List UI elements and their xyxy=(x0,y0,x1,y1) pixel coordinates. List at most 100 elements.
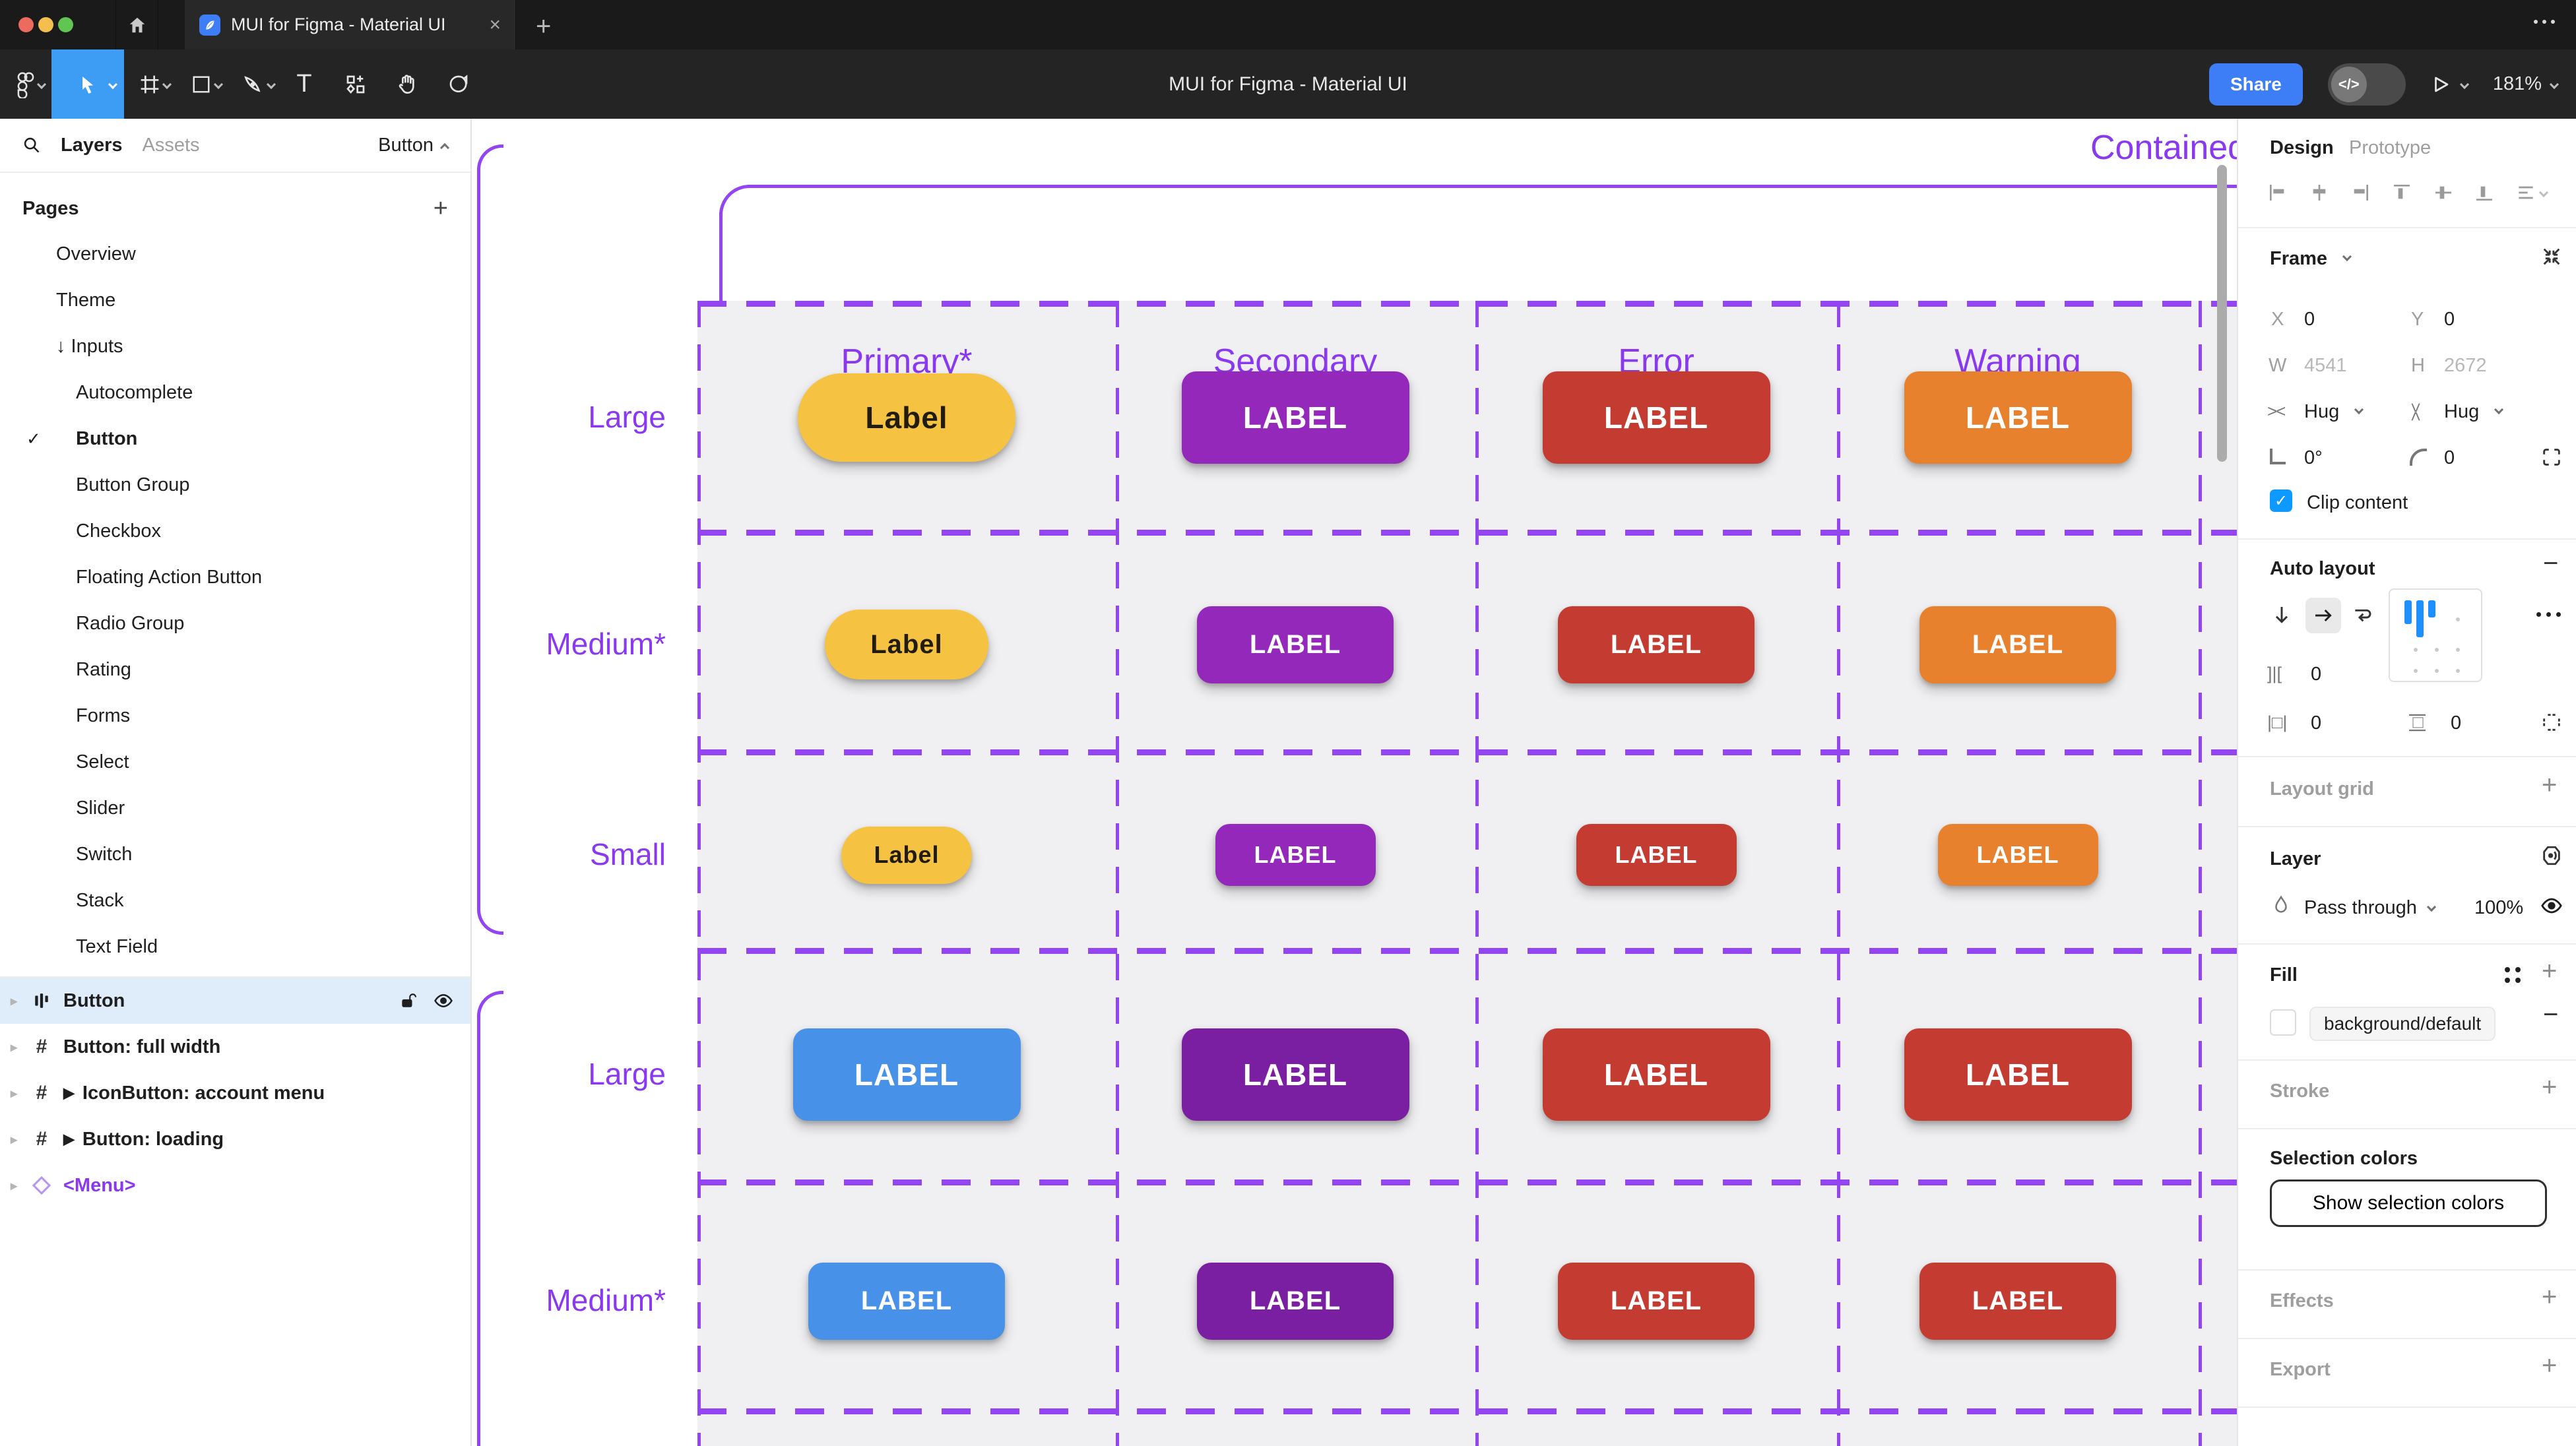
independent-corners-icon[interactable] xyxy=(2540,446,2563,468)
search-icon[interactable] xyxy=(22,136,41,154)
canvas-button[interactable]: LABEL xyxy=(1197,606,1394,683)
lock-open-icon[interactable] xyxy=(399,992,416,1009)
wrap-icon[interactable] xyxy=(2352,604,2373,625)
frame-tool-button[interactable] xyxy=(124,49,176,119)
auto-layout-options-icon[interactable] xyxy=(2536,612,2561,617)
window-close-button[interactable] xyxy=(18,17,34,32)
hug-vertical-select[interactable]: Hug xyxy=(2444,401,2480,422)
opacity-input[interactable]: 100% xyxy=(2474,897,2524,918)
frame-chevron-icon[interactable] xyxy=(2342,251,2352,262)
rotation-input[interactable]: 0° xyxy=(2304,447,2323,468)
direction-down-icon[interactable] xyxy=(2271,604,2292,625)
tab-layers[interactable]: Layers xyxy=(61,134,123,156)
align-top-icon[interactable] xyxy=(2391,182,2412,203)
layer-row-iconbutton-account-menu[interactable]: ▸ # ▶ IconButton: account menu xyxy=(0,1070,470,1116)
blend-mode-icon[interactable] xyxy=(2540,844,2563,867)
sidebar-item-radio-group[interactable]: Radio Group xyxy=(0,600,470,646)
width-input[interactable]: 4541 xyxy=(2304,355,2347,376)
layer-row-button[interactable]: ▸ Button xyxy=(0,978,470,1024)
canvas-button[interactable]: LABEL xyxy=(1576,824,1737,886)
canvas-button[interactable]: Label xyxy=(798,373,1015,462)
browser-menu-icon[interactable] xyxy=(2534,20,2555,24)
sidebar-item-text-field[interactable]: Text Field xyxy=(0,924,470,970)
individual-padding-icon[interactable] xyxy=(2540,711,2563,734)
add-stroke-button[interactable]: + xyxy=(2542,1073,2558,1102)
text-tool-button[interactable]: T xyxy=(278,49,330,119)
present-button[interactable] xyxy=(2431,75,2469,94)
sidebar-item-autocomplete[interactable]: Autocomplete xyxy=(0,369,470,416)
canvas-button[interactable]: Label xyxy=(825,610,988,679)
fill-style-token[interactable]: background/default xyxy=(2309,1007,2496,1041)
sidebar-item-checkbox[interactable]: Checkbox xyxy=(0,508,470,554)
sidebar-item-rating[interactable]: Rating xyxy=(0,646,470,693)
main-menu-button[interactable] xyxy=(0,49,51,119)
visibility-eye-icon[interactable] xyxy=(434,991,453,1011)
x-input[interactable]: 0 xyxy=(2304,309,2315,330)
visibility-eye-icon[interactable] xyxy=(2540,895,2563,917)
gap-input[interactable]: 0 xyxy=(2311,664,2322,685)
home-button[interactable] xyxy=(115,0,158,49)
sidebar-item-select[interactable]: Select xyxy=(0,739,470,785)
sidebar-item-overview[interactable]: Overview xyxy=(0,231,470,277)
direction-right-button[interactable] xyxy=(2305,598,2341,633)
canvas-button[interactable]: LABEL xyxy=(1542,371,1770,464)
layer-row-button-loading[interactable]: ▸ # ▶ Button: loading xyxy=(0,1116,470,1162)
pen-tool-button[interactable] xyxy=(227,49,278,119)
vertical-padding-input[interactable]: 0 xyxy=(2451,712,2462,734)
expand-chevron-icon[interactable]: ▸ xyxy=(11,1040,18,1055)
canvas-button[interactable]: LABEL xyxy=(792,1028,1021,1121)
blend-mode-select[interactable]: Pass through xyxy=(2304,897,2417,918)
height-input[interactable]: 2672 xyxy=(2444,355,2487,376)
canvas[interactable]: Contained Primary* Secondary Error Warning L… xyxy=(472,119,2237,1446)
expand-chevron-icon[interactable]: ▸ xyxy=(11,1086,18,1101)
corner-radius-input[interactable]: 0 xyxy=(2444,447,2455,468)
sidebar-item-slider[interactable]: Slider xyxy=(0,785,470,831)
shape-tool-button[interactable] xyxy=(176,49,227,119)
add-export-button[interactable]: + xyxy=(2542,1351,2558,1380)
zoom-menu[interactable]: 181% xyxy=(2493,73,2560,95)
canvas-button[interactable]: Label xyxy=(841,826,972,884)
canvas-scrollbar[interactable] xyxy=(2217,165,2227,462)
move-tool-button[interactable] xyxy=(51,49,124,119)
new-tab-button[interactable]: + xyxy=(536,12,552,41)
expand-chevron-icon[interactable]: ▸ xyxy=(11,1132,18,1147)
align-right-icon[interactable] xyxy=(2350,182,2371,203)
window-zoom-button[interactable] xyxy=(58,17,73,32)
collapse-icon[interactable] xyxy=(2540,245,2563,268)
sidebar-item-forms[interactable]: Forms xyxy=(0,693,470,739)
canvas-button[interactable]: LABEL xyxy=(1181,371,1409,464)
add-effect-button[interactable]: + xyxy=(2542,1282,2558,1311)
frame-name-label[interactable]: Contained xyxy=(2090,129,2237,167)
remove-auto-layout-button[interactable]: − xyxy=(2543,549,2559,578)
layer-row--menu-[interactable]: ▸ <Menu> xyxy=(0,1162,470,1209)
expand-chevron-icon[interactable]: ▸ xyxy=(11,993,18,1009)
sidebar-item-theme[interactable]: Theme xyxy=(0,277,470,323)
horizontal-padding-input[interactable]: 0 xyxy=(2311,712,2322,734)
clip-content-checkbox[interactable]: ✓ xyxy=(2270,489,2292,512)
tab-close-icon[interactable]: × xyxy=(489,13,501,36)
dev-mode-toggle[interactable]: </> xyxy=(2327,63,2406,106)
canvas-button[interactable]: LABEL xyxy=(1558,1262,1755,1340)
hand-tool-button[interactable] xyxy=(381,49,433,119)
show-selection-colors-button[interactable]: Show selection colors xyxy=(2270,1179,2547,1227)
sidebar-item-stack[interactable]: Stack xyxy=(0,877,470,924)
layer-row-button-full-width[interactable]: ▸ # Button: full width xyxy=(0,1024,470,1070)
canvas-button[interactable]: LABEL xyxy=(1937,824,2098,886)
component-selector[interactable]: Button xyxy=(378,135,450,156)
add-page-button[interactable]: + xyxy=(433,194,448,222)
actions-tool-button[interactable] xyxy=(330,49,381,119)
sidebar-item-floating-action-button[interactable]: Floating Action Button xyxy=(0,554,470,600)
canvas-button[interactable]: LABEL xyxy=(1904,371,2132,464)
canvas-button[interactable]: LABEL xyxy=(1904,1028,2132,1121)
share-button[interactable]: Share xyxy=(2209,63,2303,106)
sidebar-item-inputs[interactable]: ↓ Inputs xyxy=(0,323,470,369)
present-options-chevron-icon[interactable] xyxy=(2459,79,2469,89)
distribute-menu-button[interactable] xyxy=(2515,182,2549,203)
canvas-button[interactable]: LABEL xyxy=(1558,606,1755,683)
browser-tab[interactable]: MUI for Figma - Material UI × xyxy=(185,0,516,49)
canvas-button[interactable]: LABEL xyxy=(1542,1028,1770,1121)
canvas-button[interactable]: LABEL xyxy=(1197,1262,1394,1340)
fill-color-swatch[interactable] xyxy=(2270,1009,2296,1036)
alignment-grid[interactable] xyxy=(2389,588,2482,682)
sidebar-item-switch[interactable]: Switch xyxy=(0,831,470,877)
